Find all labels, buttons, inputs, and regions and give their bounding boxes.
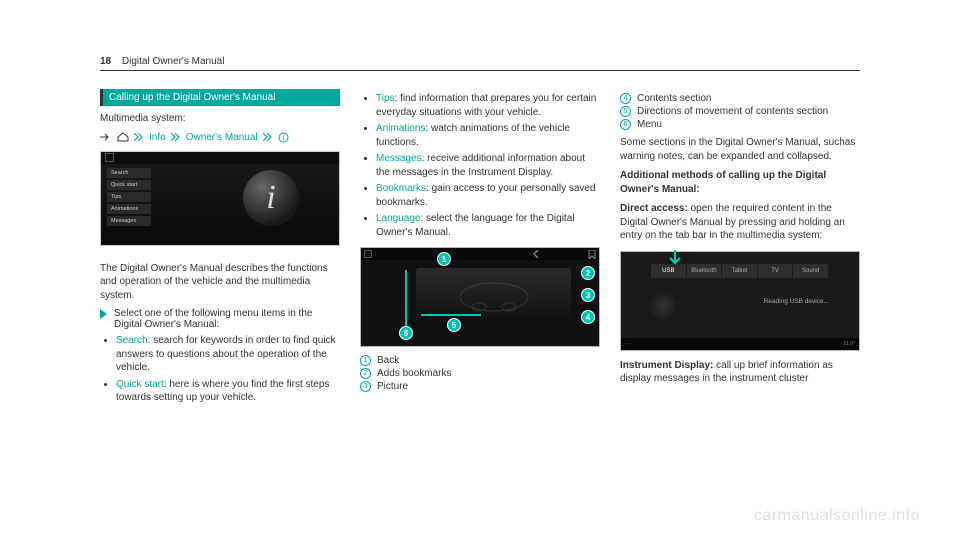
- bottom-bar: ◦◦ ◦ 21.0°: [621, 338, 859, 350]
- bullet-list: Search: search for keywords in order to …: [100, 334, 340, 405]
- menu-item: Search: [107, 168, 151, 178]
- menu-item: Quick start: [107, 180, 151, 190]
- legend-row: 3 Picture: [360, 381, 600, 392]
- bullet-list: Tips: find information that prepares you…: [360, 92, 600, 239]
- label: Direct access:: [620, 203, 688, 214]
- arrow-right-icon: [100, 133, 112, 141]
- tab: Bluetooth: [687, 264, 723, 278]
- list-item: Bookmarks: gain access to your personall…: [376, 182, 600, 209]
- callout-2: 2: [581, 266, 595, 280]
- callout-6: 6: [399, 326, 413, 340]
- subheading: Multimedia system:: [100, 112, 340, 126]
- legend-label: Contents section: [637, 93, 712, 104]
- term: Language: [376, 213, 421, 224]
- rest: : search for keywords in order to find q…: [116, 335, 336, 373]
- term: Bookmarks: [376, 183, 426, 194]
- content-image: [416, 268, 571, 326]
- screenshot-owners-manual-home: Search Quick start Tips Animations Messa…: [100, 151, 340, 246]
- legend-label: Menu: [637, 119, 662, 130]
- info-circle-icon: i: [278, 132, 289, 143]
- menu-item: Tips: [107, 192, 151, 202]
- legend-row: 5 Directions of movement of contents sect…: [620, 106, 860, 117]
- legend-row: 4 Contents section: [620, 93, 860, 104]
- list-item: Tips: find information that prepares you…: [376, 92, 600, 119]
- tab: USB: [651, 264, 687, 278]
- legend-num: 1: [360, 355, 371, 366]
- term: Messages: [376, 153, 422, 164]
- screenshot-media-tabs: USB Bluetooth Tablet TV Sound Reading US…: [620, 251, 860, 351]
- list-item: Language: select the language for the Di…: [376, 212, 600, 239]
- term: Search: [116, 335, 148, 346]
- forward-icon: [171, 133, 181, 141]
- legend-row: 1 Back: [360, 355, 600, 366]
- term: Animations: [376, 123, 425, 134]
- legend-label: Picture: [377, 381, 408, 392]
- screenshot-content-view: 1 2 3 4 5 6: [360, 247, 600, 347]
- legend-label: Back: [377, 355, 399, 366]
- legend-num: 2: [360, 368, 371, 379]
- legend-num: 4: [620, 93, 631, 104]
- legend-num: 3: [360, 381, 371, 392]
- callout-1: 1: [437, 252, 451, 266]
- back-icon: [532, 250, 542, 258]
- legend-num: 5: [620, 106, 631, 117]
- usb-icon: [649, 292, 677, 320]
- list-item: Quick start: here is where you find the …: [116, 378, 340, 405]
- paragraph: Instrument Display: call up brief inform…: [620, 359, 860, 386]
- step-marker-icon: [100, 309, 108, 319]
- tab-bar: USB Bluetooth Tablet TV Sound: [651, 264, 829, 278]
- breadcrumb: Info Owner's Manual i: [100, 132, 340, 143]
- rest: : find information that prepares you for…: [376, 93, 596, 118]
- callout-5: 5: [447, 318, 461, 332]
- menu-item: Messages: [107, 216, 151, 226]
- column-1: Calling up the Digital Owner's Manual Mu…: [100, 89, 340, 408]
- legend-num: 6: [620, 119, 631, 130]
- label: Instrument Display:: [620, 360, 713, 371]
- svg-text:i: i: [282, 134, 284, 142]
- legend: 1 Back 2 Adds bookmarks 3 Picture: [360, 355, 600, 392]
- home-icon: [364, 250, 372, 258]
- term: Tips: [376, 93, 395, 104]
- legend-label: Adds bookmarks: [377, 368, 451, 379]
- column-2: Tips: find information that prepares you…: [360, 89, 600, 408]
- legend-label: Directions of movement of contents secti…: [637, 106, 828, 117]
- paragraph: Direct access: open the required content…: [620, 202, 860, 243]
- status-text: Reading USB device...: [764, 298, 829, 305]
- header-title: Digital Owner's Manual: [122, 56, 225, 67]
- callout-3: 3: [581, 288, 595, 302]
- forward-icon: [134, 133, 144, 141]
- page-header: 18 Digital Owner's Manual: [100, 56, 860, 71]
- home-icon: [105, 153, 114, 162]
- paragraph: Some sections in the Digital Owner's Man…: [620, 136, 860, 163]
- menu-item: Animations: [107, 204, 151, 214]
- list-item: Messages: receive additional information…: [376, 152, 600, 179]
- page-number: 18: [100, 56, 111, 67]
- tab: TV: [758, 264, 794, 278]
- home-icon: [117, 132, 129, 142]
- watermark: carmanualsonline.info: [754, 507, 920, 525]
- horizontal-arrow: [421, 314, 481, 316]
- section-heading: Calling up the Digital Owner's Manual: [100, 89, 340, 106]
- info-circle-icon: i: [243, 170, 299, 226]
- legend-row: 2 Adds bookmarks: [360, 368, 600, 379]
- legend: 4 Contents section 5 Directions of movemen…: [620, 93, 860, 130]
- forward-icon: [263, 133, 273, 141]
- vertical-arrow: [405, 270, 407, 326]
- list-item: Search: search for keywords in order to …: [116, 334, 340, 375]
- list-item: Animations: watch animations of the vehi…: [376, 122, 600, 149]
- tab: Sound: [793, 264, 829, 278]
- step-text: Select one of the following menu items i…: [114, 308, 340, 330]
- tab: Tablet: [722, 264, 758, 278]
- paragraph: The Digital Owner's Manual describes the…: [100, 262, 340, 303]
- instruction-step: Select one of the following menu items i…: [100, 308, 340, 330]
- breadcrumb-info: Info: [149, 132, 166, 143]
- legend-row: 6 Menu: [620, 119, 860, 130]
- column-3: 4 Contents section 5 Directions of movemen…: [620, 89, 860, 408]
- bookmark-icon: [588, 250, 596, 259]
- term: Quick start: [116, 379, 164, 390]
- callout-4: 4: [581, 310, 595, 324]
- subheading: Additional methods of calling up the Dig…: [620, 169, 860, 196]
- breadcrumb-owners-manual: Owner's Manual: [186, 132, 258, 143]
